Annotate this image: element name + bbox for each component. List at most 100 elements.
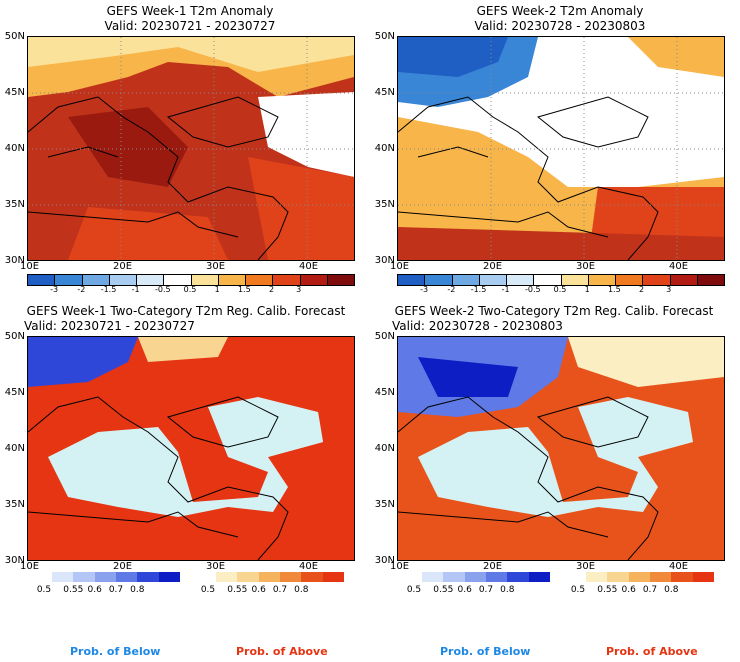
lon-label: 30E: [576, 561, 596, 572]
prob-tick-label: 0.8: [130, 585, 145, 595]
anomaly-color-swatch: [109, 275, 137, 285]
anomaly-color-swatch: [82, 275, 110, 285]
anomaly-color-swatch: [398, 275, 426, 285]
map-week1-probability: [27, 336, 355, 561]
anomaly-color-swatch: [273, 275, 301, 285]
anomaly-color-swatch: [534, 275, 562, 285]
prob-tick-label: 0.8: [664, 585, 679, 595]
anomaly-color-swatch: [55, 275, 83, 285]
prob-below-colorbar-week2: [422, 572, 550, 582]
lat-label: 35N: [4, 499, 25, 510]
lon-label: 10E: [20, 561, 40, 572]
map-week1-anomaly-field: [28, 37, 354, 260]
prob-below-swatch: [158, 572, 180, 582]
prob-above-swatch: [322, 572, 344, 582]
panel1-title: GEFS Week-1 T2m Anomaly Valid: 20230721 …: [20, 4, 360, 34]
anomaly-color-swatch: [191, 275, 219, 285]
lat-label: 40N: [374, 443, 395, 454]
lon-label: 40E: [299, 261, 319, 272]
prob-tick-label: 0.6: [87, 585, 102, 595]
anomaly-tick-label: 3: [666, 285, 672, 294]
prob-below-swatch: [94, 572, 116, 582]
anomaly-color-swatch: [588, 275, 616, 285]
panel2-valid: Valid: 20230728 - 20230803: [474, 19, 646, 33]
lat-label: 35N: [4, 199, 25, 210]
anomaly-color-swatch: [218, 275, 246, 285]
anomaly-tick-label: -2: [447, 285, 456, 294]
anomaly-color-swatch: [327, 275, 354, 285]
legend-prob-above-week2: Prob. of Above: [606, 645, 698, 658]
anomaly-tick-label: -1: [501, 285, 510, 294]
lat-label: 45N: [4, 87, 25, 98]
prob-tick-label: 0.7: [108, 585, 124, 595]
anomaly-tick-label: 2: [638, 285, 645, 294]
anomaly-tick-label: 0.5: [553, 285, 567, 294]
anomaly-tick-label: -3: [420, 285, 429, 294]
anomaly-colorbar-week1: [27, 274, 355, 286]
lat-label: 30N: [4, 255, 25, 266]
lon-label: 40E: [669, 261, 689, 272]
anomaly-color-swatch: [670, 275, 698, 285]
lon-label: 30E: [576, 261, 596, 272]
legend-prob-above-week1: Prob. of Above: [236, 645, 328, 658]
prob-below-swatch: [464, 572, 486, 582]
panel2-title: GEFS Week-2 T2m Anomaly Valid: 20230728 …: [390, 4, 730, 34]
lat-label: 40N: [4, 443, 25, 454]
prob-tick-label: 0.6: [621, 585, 636, 595]
prob-tick-label: 0.8: [294, 585, 309, 595]
anomaly-color-swatch: [479, 275, 507, 285]
anomaly-color-swatch: [300, 275, 328, 285]
map-week2-probability: [397, 336, 725, 561]
prob-below-swatch: [528, 572, 550, 582]
anomaly-color-swatch: [28, 275, 56, 285]
prob-above-swatch: [237, 572, 259, 582]
lon-label: 10E: [20, 261, 40, 272]
prob-below-swatch: [485, 572, 508, 582]
anomaly-color-swatch: [137, 275, 165, 285]
prob-above-swatch: [692, 572, 714, 582]
legend-prob-below-week2: Prob. of Below: [440, 645, 531, 658]
prob-above-swatch: [279, 572, 302, 582]
prob-above-swatch: [671, 572, 693, 582]
lat-label: 40N: [4, 143, 25, 154]
prob-tick-label: 0.7: [272, 585, 288, 595]
prob-below-colorbar-week1: [52, 572, 180, 582]
anomaly-color-swatch: [643, 275, 671, 285]
lon-label: 20E: [113, 261, 133, 272]
map-week2-probability-field: [398, 337, 724, 560]
anomaly-color-swatch: [425, 275, 453, 285]
panel4-name: GEFS Week-2 Two-Category T2m Reg. Calib.…: [394, 304, 714, 318]
prob-tick-label: 0.5: [200, 585, 216, 595]
prob-below-swatch: [115, 572, 138, 582]
legend-prob-below-week1: Prob. of Below: [70, 645, 161, 658]
anomaly-tick-label: 2: [268, 285, 275, 294]
lat-label: 30N: [374, 555, 395, 566]
prob-tick-label: 0.55: [433, 585, 454, 595]
lon-label: 20E: [483, 261, 503, 272]
anomaly-tick-label: -0.5: [155, 285, 171, 294]
prob-below-swatch: [73, 572, 95, 582]
lon-label: 30E: [206, 261, 226, 272]
prob-tick-label: 0.55: [227, 585, 248, 595]
anomaly-tick-label: -0.5: [525, 285, 541, 294]
prob-tick-label: 0.55: [597, 585, 618, 595]
lat-label: 45N: [374, 387, 395, 398]
prob-tick-label: 0.55: [63, 585, 84, 595]
panel3-title: GEFS Week-1 Two-Category T2m Reg. Calib.…: [4, 304, 368, 334]
panel4-title: GEFS Week-2 Two-Category T2m Reg. Calib.…: [372, 304, 736, 334]
anomaly-colorbar-week2: [397, 274, 725, 286]
lat-label: 35N: [374, 199, 395, 210]
lat-label: 35N: [374, 499, 395, 510]
anomaly-color-swatch: [507, 275, 535, 285]
panel1-valid: Valid: 20230721 - 20230727: [104, 19, 276, 33]
prob-above-swatch: [258, 572, 280, 582]
lon-label: 40E: [299, 561, 319, 572]
anomaly-tick-label: 1.5: [607, 285, 621, 294]
lat-label: 50N: [374, 331, 395, 342]
anomaly-tick-label: -3: [50, 285, 59, 294]
panel3-valid: Valid: 20230721 - 20230727: [24, 319, 195, 333]
prob-tick-label: 0.8: [500, 585, 515, 595]
prob-above-colorbar-week1: [216, 572, 344, 582]
prob-tick-label: 0.6: [251, 585, 266, 595]
anomaly-color-swatch: [616, 275, 644, 285]
